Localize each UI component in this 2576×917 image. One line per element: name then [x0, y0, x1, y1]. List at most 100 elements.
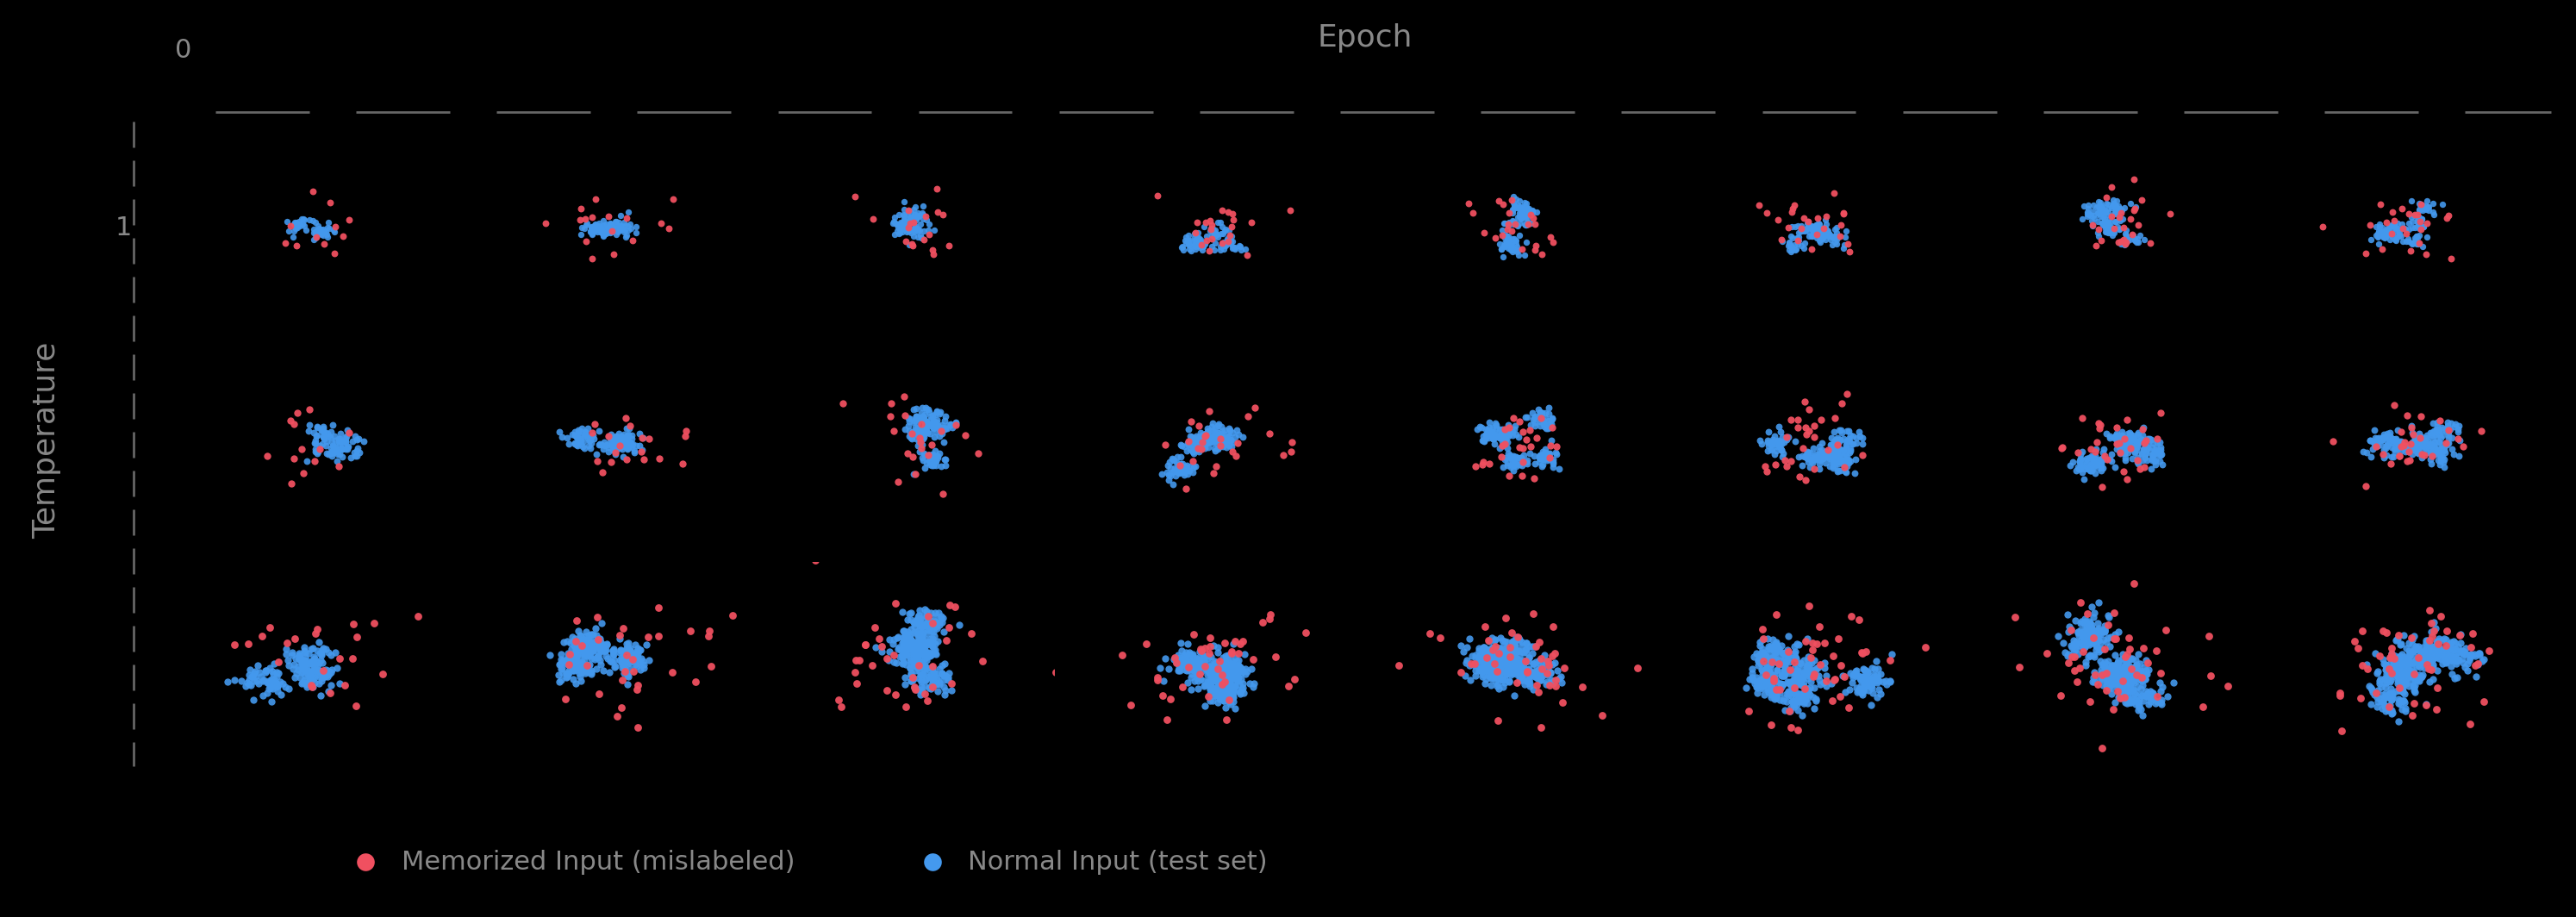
Point — [621, 662, 662, 677]
Point — [2089, 672, 2130, 687]
Point — [605, 661, 647, 676]
Point — [2084, 204, 2125, 219]
Point — [639, 601, 680, 615]
Point — [2117, 429, 2159, 444]
Point — [2342, 624, 2383, 638]
Point — [904, 672, 945, 687]
Point — [2380, 651, 2421, 666]
Point — [1484, 460, 1525, 475]
Point — [2367, 689, 2409, 703]
Point — [1790, 663, 1832, 678]
Point — [587, 444, 629, 458]
Point — [1471, 650, 1512, 665]
Point — [1512, 665, 1553, 679]
Point — [1218, 426, 1260, 441]
Point — [2403, 640, 2445, 655]
Point — [1200, 661, 1242, 676]
Point — [1538, 461, 1579, 476]
Point — [600, 438, 641, 453]
Point — [1481, 434, 1522, 448]
Point — [265, 646, 307, 661]
Point — [2074, 448, 2115, 463]
Point — [1788, 451, 1829, 466]
Point — [580, 640, 621, 655]
Point — [1177, 238, 1218, 253]
Point — [1515, 414, 1556, 429]
Point — [1762, 443, 1803, 458]
Point — [309, 221, 350, 236]
Point — [242, 628, 283, 643]
Point — [1458, 662, 1499, 677]
Point — [1780, 694, 1821, 709]
Point — [1798, 659, 1839, 674]
Point — [317, 444, 358, 458]
Point — [951, 626, 992, 641]
Point — [222, 674, 263, 689]
Point — [1502, 212, 1543, 226]
Point — [559, 425, 600, 440]
Point — [2117, 694, 2159, 709]
Point — [572, 428, 613, 443]
Point — [611, 217, 652, 232]
Point — [2097, 667, 2138, 681]
Point — [1419, 631, 1461, 646]
Point — [1788, 649, 1829, 664]
Point — [2136, 644, 2177, 658]
Point — [1463, 641, 1504, 656]
Point — [1517, 663, 1558, 678]
Point — [1814, 447, 1855, 461]
Point — [2393, 208, 2434, 223]
Point — [2102, 232, 2143, 247]
Point — [896, 682, 938, 697]
Point — [255, 679, 296, 694]
Point — [2380, 668, 2421, 682]
Point — [1167, 444, 1208, 458]
Point — [1762, 679, 1803, 694]
Point — [1847, 674, 1888, 689]
Point — [577, 646, 618, 661]
Point — [2385, 444, 2427, 458]
Point — [2421, 447, 2463, 462]
Point — [1195, 659, 1236, 674]
Point — [1754, 651, 1795, 666]
Point — [1535, 439, 1577, 454]
Point — [2365, 691, 2406, 705]
Point — [1492, 213, 1533, 227]
Point — [1834, 668, 1875, 683]
Point — [2385, 234, 2427, 249]
Point — [1780, 691, 1821, 706]
Point — [2450, 650, 2491, 665]
Point — [549, 657, 590, 672]
Point — [2403, 219, 2445, 234]
Point — [1188, 435, 1229, 449]
Point — [1177, 438, 1218, 453]
Point — [304, 663, 345, 678]
Point — [1494, 667, 1535, 681]
Point — [907, 609, 948, 624]
Point — [294, 232, 335, 247]
Point — [1759, 692, 1801, 707]
Point — [1530, 418, 1571, 433]
Point — [1206, 668, 1247, 683]
Point — [564, 425, 605, 440]
Point — [590, 427, 631, 442]
Point — [2074, 668, 2115, 682]
Point — [585, 643, 626, 657]
Point — [1530, 410, 1571, 425]
Point — [1770, 703, 1811, 718]
Point — [603, 621, 644, 635]
Point — [544, 691, 585, 706]
Point — [1471, 671, 1512, 686]
Point — [902, 618, 943, 633]
Point — [1999, 659, 2040, 674]
Point — [909, 425, 951, 440]
Point — [2097, 676, 2138, 691]
Point — [1772, 638, 1814, 653]
Point — [556, 436, 598, 450]
Point — [278, 214, 319, 228]
Point — [1497, 651, 1538, 666]
Point — [592, 224, 634, 238]
Point — [902, 684, 943, 699]
Point — [914, 454, 956, 469]
Point — [1497, 662, 1538, 677]
